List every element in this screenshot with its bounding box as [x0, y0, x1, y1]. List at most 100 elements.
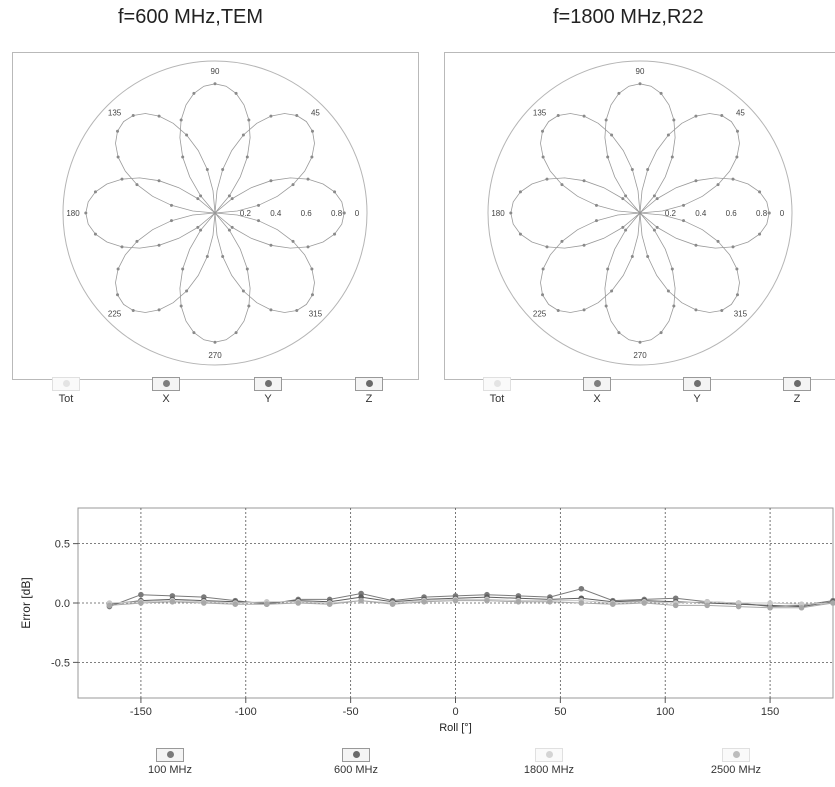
series-point-y — [306, 177, 310, 181]
series-point-y — [306, 245, 310, 249]
series-point-y — [670, 267, 674, 271]
legend-label: 600 MHz — [333, 764, 379, 776]
series-point-x — [116, 129, 120, 133]
data-point-2500-mhz — [672, 602, 679, 609]
series-point-x — [205, 255, 209, 259]
series-point-y — [179, 304, 183, 308]
polar-panel-left: 90 45 0 315 270 225 180 135 0.2 0.4 0.6 0.8 — [12, 52, 419, 380]
legend-item-x-left[interactable]: X — [136, 377, 196, 405]
legend-item-tot-left[interactable]: Tot — [36, 377, 96, 405]
series-point-x — [295, 114, 299, 118]
series-point-y — [606, 267, 610, 271]
legend-swatch-icon — [683, 377, 711, 391]
series-point-x — [716, 239, 720, 243]
legend-item-z-left[interactable]: Z — [339, 377, 399, 405]
legend-swatch-icon — [52, 377, 80, 391]
series-point-y — [333, 232, 337, 236]
series-point-x — [269, 114, 273, 118]
series-point-y — [659, 91, 663, 95]
data-point-2500-mhz — [609, 601, 616, 607]
series-point-x — [241, 289, 245, 293]
series-point-x — [131, 308, 135, 312]
data-point-100-mhz — [578, 585, 585, 592]
roll-error-chart-area: -150 -100 -50 0 50 100 150 0.5 0.0 -0.5 Roll [°] Er… — [0, 500, 835, 782]
legend-item-tot-right[interactable]: Tot — [467, 377, 527, 405]
legend-label: Z — [793, 393, 801, 405]
series-point-y — [213, 82, 217, 86]
series-point-x — [257, 219, 261, 223]
series-point-x — [594, 219, 598, 223]
legend-item-z-right[interactable]: Z — [767, 377, 827, 405]
series-point-y — [196, 225, 200, 229]
y-axis-label: Error [dB] — [19, 577, 33, 628]
legend-item-y-right[interactable]: Y — [667, 377, 727, 405]
legend-item-y-left[interactable]: Y — [238, 377, 298, 405]
series-line-600-mhz — [109, 596, 834, 608]
series-point-y — [582, 179, 586, 183]
angle-tick-label: 90 — [211, 67, 220, 76]
data-point-2500-mhz — [830, 600, 835, 606]
radial-tick-label: 0.4 — [695, 209, 707, 218]
series-point-y — [767, 211, 771, 215]
series-point-y — [181, 267, 185, 271]
series-point-y — [230, 225, 234, 229]
legend-item-100mhz[interactable]: 100 MHz — [140, 748, 200, 776]
series-point-x — [666, 289, 670, 293]
series-point-x — [116, 267, 120, 271]
series-point-y — [624, 228, 628, 232]
legend-swatch-icon — [152, 377, 180, 391]
legend-item-x-right[interactable]: X — [567, 377, 627, 405]
angle-tick-label: 90 — [636, 67, 645, 76]
series-point-x — [646, 255, 650, 259]
series-point-y — [638, 82, 642, 86]
series-point-x — [582, 114, 586, 118]
series-point-y — [652, 228, 656, 232]
series-point-y — [731, 177, 735, 181]
legend-swatch-icon — [342, 748, 370, 762]
series-point-y — [234, 91, 238, 95]
legend-item-2500mhz[interactable]: 2500 MHz — [706, 748, 766, 776]
series-point-y — [333, 190, 337, 194]
series-point-x — [310, 129, 314, 133]
series-point-x — [541, 267, 545, 271]
series-point-y — [192, 331, 196, 335]
series-point-x — [556, 308, 560, 312]
series-point-x — [646, 167, 650, 171]
series-point-x — [169, 219, 173, 223]
series-point-x — [131, 114, 135, 118]
legend-item-1800mhz[interactable]: 1800 MHz — [519, 748, 579, 776]
series-point-y — [199, 194, 203, 198]
y-tick-label: -0.5 — [51, 657, 70, 669]
series-point-x — [205, 167, 209, 171]
series-point-x — [610, 133, 614, 137]
data-point-2500-mhz — [798, 604, 805, 611]
series-point-y — [157, 243, 161, 247]
series-point-y — [179, 118, 183, 122]
series-point-x — [630, 167, 634, 171]
series-point-x — [630, 255, 634, 259]
series-point-y — [655, 225, 659, 229]
data-point-2500-mhz — [106, 602, 113, 609]
series-point-x — [269, 308, 273, 312]
legend-item-600mhz[interactable]: 600 MHz — [326, 748, 386, 776]
polar-panel-right: 90 45 0 315 270 225 180 135 0.2 0.4 0.6 0.8 — [444, 52, 835, 380]
series-point-y — [157, 179, 161, 183]
series-point-y — [227, 194, 231, 198]
series-point-x — [116, 293, 120, 297]
series-point-x — [560, 183, 564, 187]
angle-tick-label: 315 — [309, 309, 323, 318]
x-tick-label: 0 — [452, 706, 458, 718]
data-point-2500-mhz — [295, 600, 302, 606]
series-point-y — [269, 179, 273, 183]
series-point-y — [638, 340, 642, 344]
series-point-x — [241, 133, 245, 137]
data-point-2500-mhz — [578, 600, 585, 606]
series-point-y — [672, 118, 676, 122]
chart-title-right: f=1800 MHz,R22 — [553, 6, 704, 28]
series-point-x — [560, 239, 564, 243]
data-point-2500-mhz — [547, 599, 553, 605]
series-point-y — [269, 243, 273, 247]
series-point-y — [655, 197, 659, 201]
series-point-y — [518, 232, 522, 236]
legend-label: X — [162, 393, 170, 405]
